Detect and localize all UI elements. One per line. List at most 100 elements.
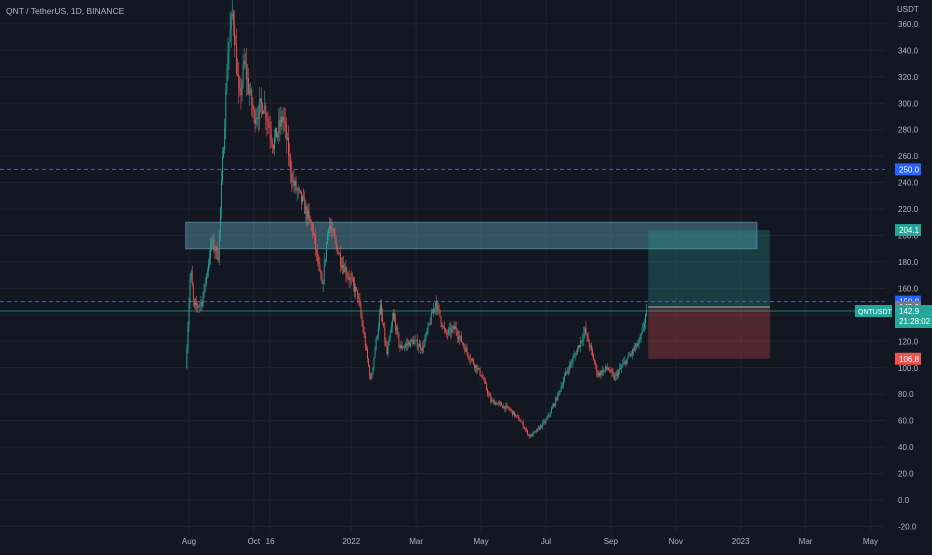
candle-body — [610, 369, 612, 372]
candle-body — [369, 366, 371, 377]
candle-body — [455, 326, 457, 333]
candle-body — [494, 402, 496, 405]
candle-body — [533, 431, 535, 433]
loss-zone[interactable] — [648, 307, 770, 359]
candle-body — [466, 347, 468, 353]
candle-body — [635, 343, 637, 348]
candle-body — [257, 117, 259, 119]
candle-body — [303, 196, 305, 199]
candle-body — [384, 327, 386, 341]
candle-body — [301, 191, 302, 202]
candle-body — [352, 278, 354, 284]
candle-body — [518, 416, 520, 421]
candle-body — [309, 216, 311, 222]
y-tick-label: 320.0 — [898, 73, 919, 82]
candle-body — [431, 312, 433, 314]
candle-body — [546, 417, 548, 420]
candle-body — [475, 365, 477, 368]
candle-body — [252, 105, 254, 111]
candle-body — [621, 366, 623, 369]
horizontal-levels[interactable] — [0, 168, 885, 312]
candle-body — [465, 347, 467, 352]
candle-body — [324, 259, 326, 263]
badge-level-250-text: 250.0 — [899, 165, 920, 174]
candle-body — [580, 340, 582, 348]
candle-body — [201, 301, 203, 307]
candle-body — [401, 345, 403, 349]
candle-body — [453, 326, 455, 330]
symbol-title: QNT / TetherUS, 1D, BINANCE — [6, 6, 125, 16]
candle-body — [469, 359, 471, 361]
candle-body — [320, 270, 322, 280]
badge-target-text: 204.1 — [899, 226, 920, 235]
candle-body — [286, 137, 288, 140]
x-tick-label: 2023 — [732, 537, 750, 546]
candle-body — [341, 264, 342, 268]
candle-body — [250, 89, 252, 94]
candle-body — [470, 359, 472, 361]
candle-body — [575, 354, 577, 356]
candle-body — [636, 343, 638, 347]
candle-body — [568, 370, 570, 372]
candle-body — [553, 404, 554, 407]
candle-body — [222, 157, 223, 181]
candle-body — [514, 411, 516, 416]
candle-body — [537, 427, 539, 429]
candle-body — [487, 389, 488, 394]
candle-body — [435, 302, 437, 309]
candle-body — [214, 249, 216, 251]
candle-body — [213, 238, 215, 250]
candle-body — [189, 279, 191, 304]
candle-body — [593, 354, 594, 361]
candle-body — [583, 332, 585, 340]
candle-body — [332, 229, 334, 231]
candle-body — [383, 322, 385, 328]
time-axis[interactable] — [0, 532, 885, 550]
price-axis[interactable] — [885, 0, 932, 550]
candle-body — [437, 305, 439, 310]
candle-body — [513, 411, 514, 415]
candle-body — [451, 328, 453, 334]
candle-body — [271, 140, 273, 146]
candle-body — [195, 302, 196, 305]
candle-body — [188, 303, 190, 327]
candle-body — [258, 101, 260, 119]
candle-body — [423, 345, 425, 347]
candle-body — [345, 266, 347, 275]
last-price-badge — [895, 305, 932, 329]
long-position-tool[interactable] — [648, 230, 770, 359]
candle-body — [547, 414, 549, 418]
candle-body — [337, 253, 339, 255]
candle-body — [254, 111, 256, 125]
candle-body — [385, 340, 387, 346]
candle-body — [355, 287, 357, 292]
candle-body — [330, 226, 332, 229]
candle-body — [441, 323, 443, 328]
candle-body — [397, 327, 399, 334]
profit-zone[interactable] — [648, 230, 770, 308]
zone-rectangle[interactable] — [185, 221, 758, 250]
candle-body — [563, 376, 565, 382]
candle-body — [357, 289, 359, 299]
supply-zone[interactable] — [185, 221, 758, 250]
candle-body — [574, 354, 576, 356]
candle-body — [199, 304, 201, 306]
candle-body — [210, 244, 212, 259]
candle-body — [338, 253, 340, 255]
candle-body — [200, 301, 202, 305]
candle-body — [599, 372, 601, 376]
candle-body — [534, 430, 536, 432]
candle-body — [627, 354, 629, 359]
candle-body — [282, 116, 284, 123]
candle-body — [245, 64, 247, 80]
candle-body — [308, 210, 310, 217]
candle-body — [294, 181, 296, 186]
candle-body — [364, 336, 366, 348]
candle-body — [244, 60, 246, 65]
candle-body — [506, 405, 508, 407]
candle-body — [522, 422, 524, 428]
candle-body — [501, 403, 503, 406]
candle-body — [567, 370, 569, 373]
